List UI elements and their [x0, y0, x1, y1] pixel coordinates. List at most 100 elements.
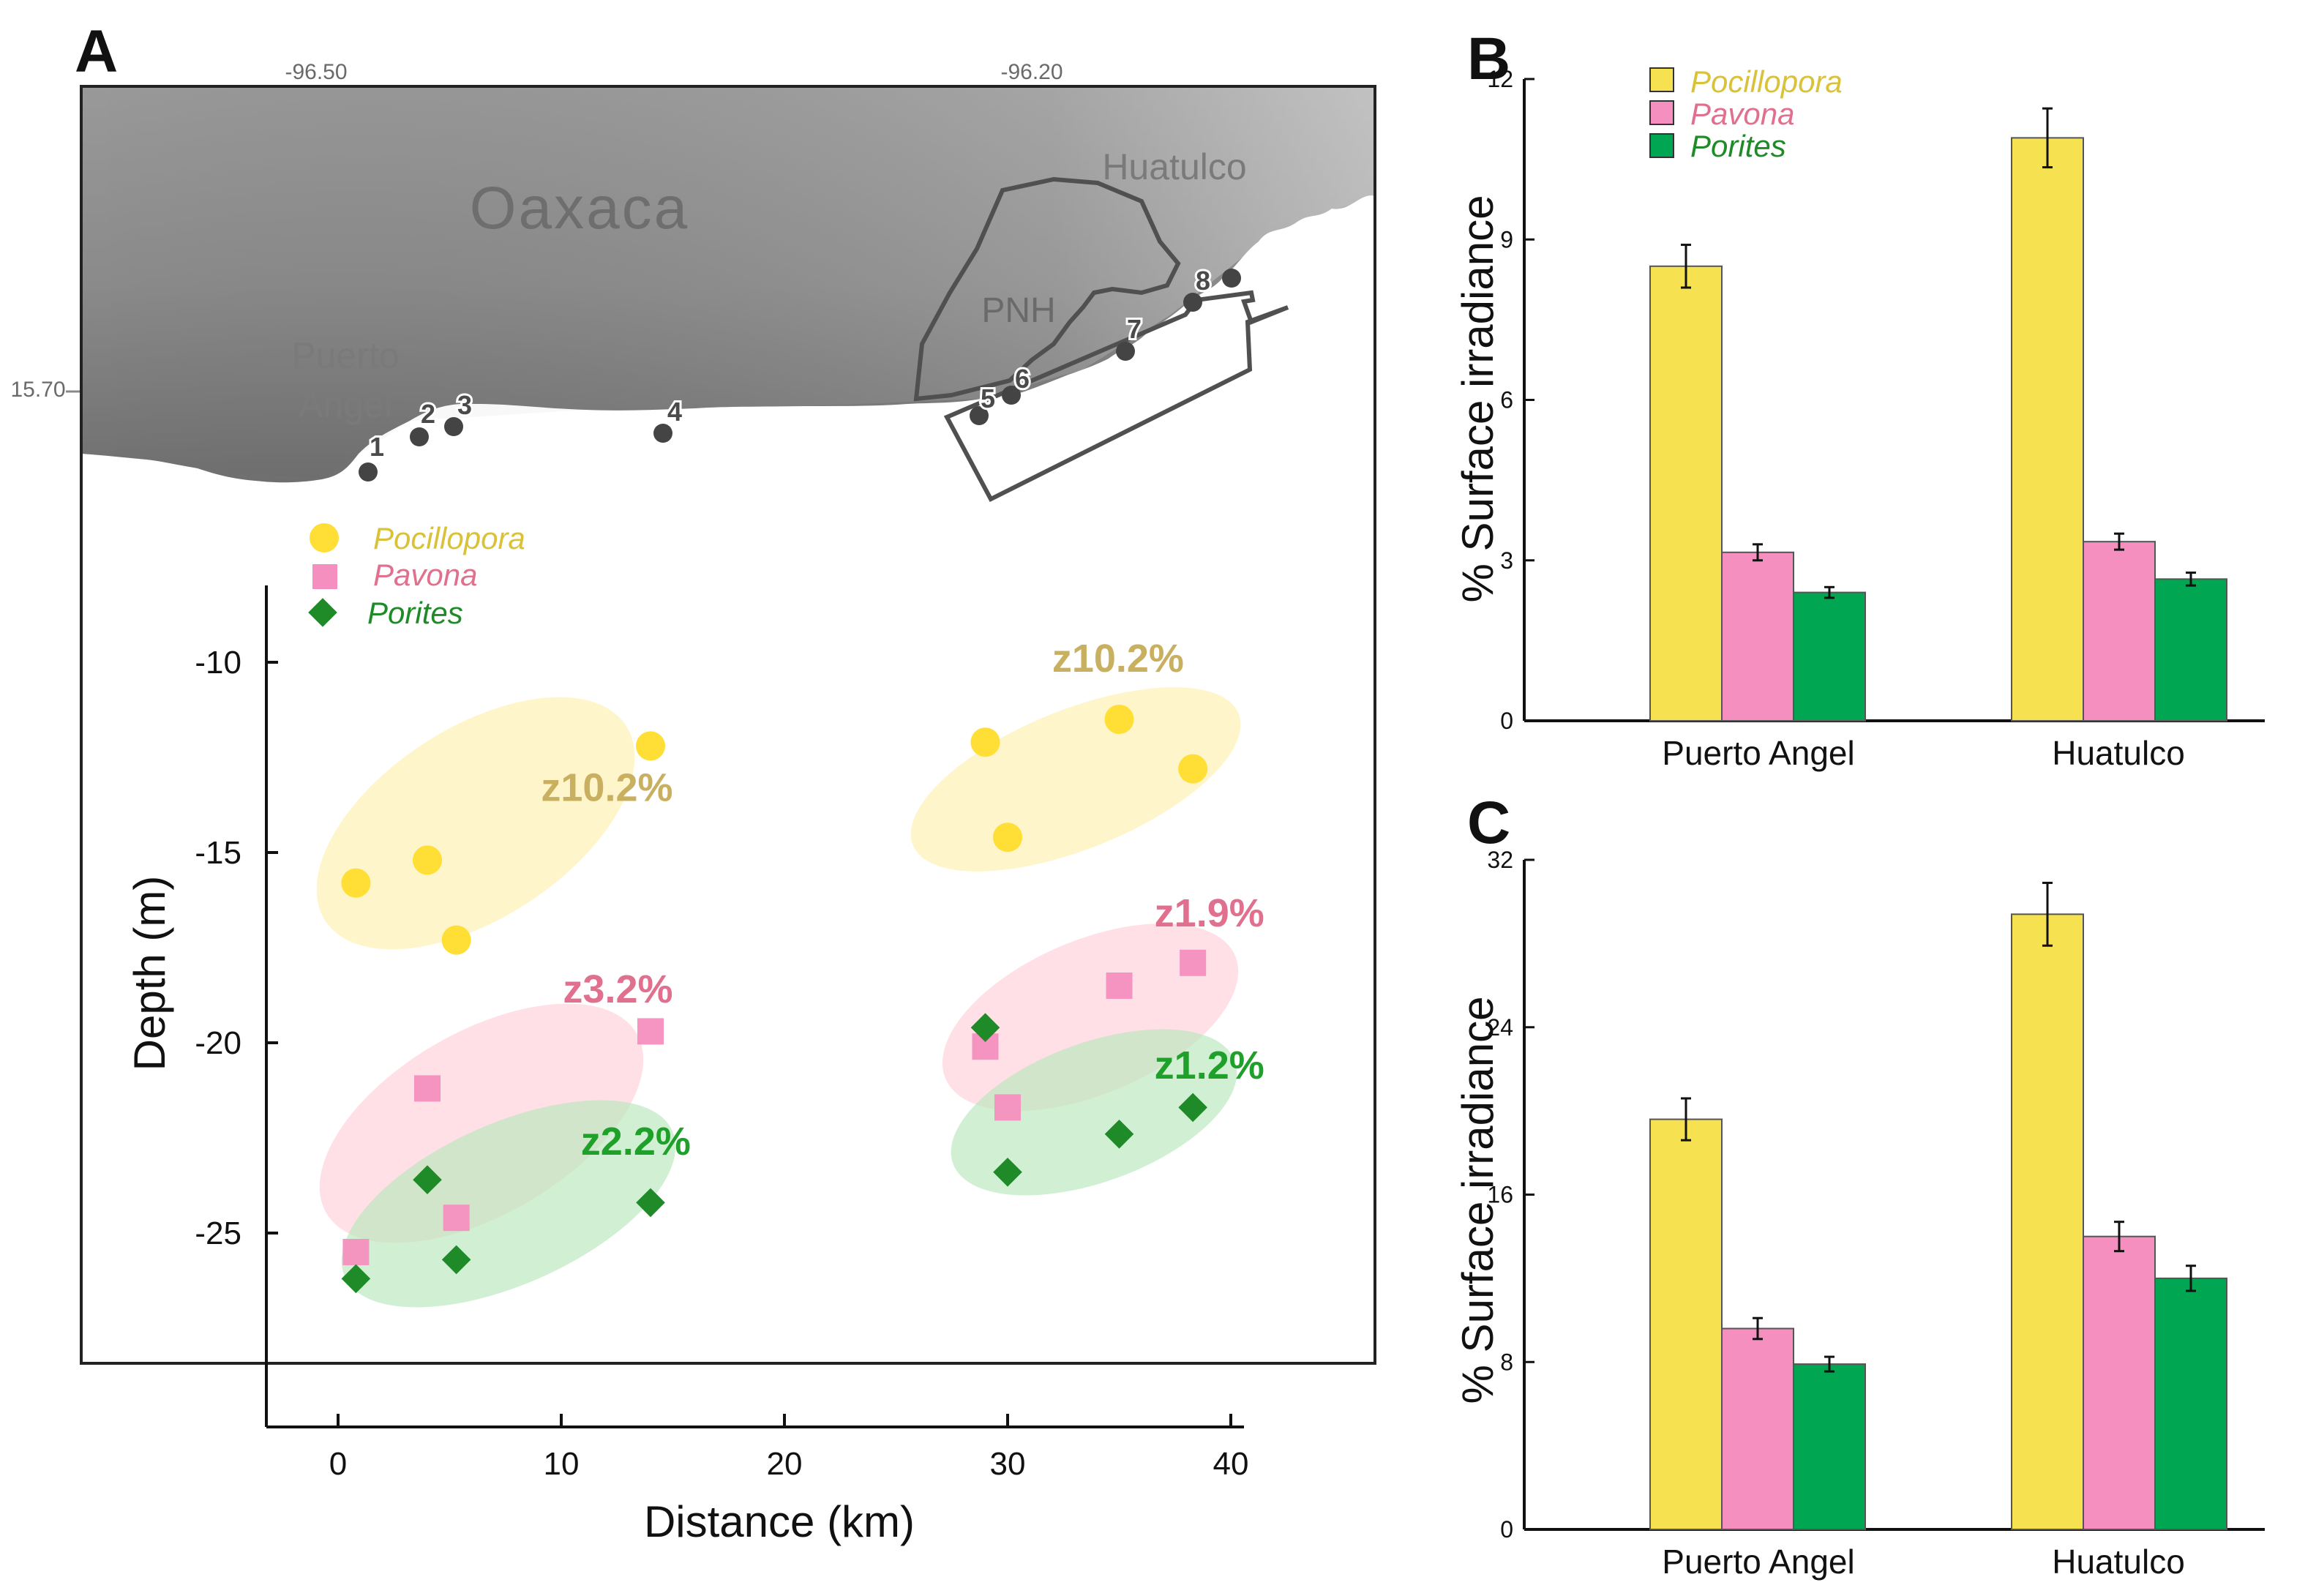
- site-marker: [1222, 269, 1241, 288]
- legend-label-pocillopora: Pocillopora: [1690, 64, 1843, 99]
- y-tick-label: 0: [1500, 1516, 1513, 1543]
- point-pavona: [1106, 973, 1133, 999]
- site-number: 6: [1015, 364, 1030, 394]
- site-marker: [1183, 293, 1202, 312]
- point-porites: [413, 1165, 442, 1194]
- y-tick-label: 8: [1500, 1349, 1513, 1375]
- panel-b-y-title: % Surface irradiance: [1453, 195, 1502, 603]
- x-tick-label: 0: [329, 1446, 347, 1482]
- bar-pocillopora-huatulco: [2011, 913, 2084, 1530]
- category-label-puerto-angel: Puerto Angel: [1662, 734, 1854, 772]
- panel-a-axes: -10 -15 -20 -25 0 10 20 30 40 Distance (…: [125, 585, 1248, 1546]
- legend-marker-pocillopora: [310, 523, 339, 552]
- sampling-sites: 1 2 3 4 5 6 7 8: [359, 263, 1241, 482]
- site-marker: [1116, 342, 1135, 361]
- bar-porites-huatulco: [2154, 578, 2227, 722]
- category-label-huatulco: Huatulco: [2052, 1543, 2185, 1581]
- panel-b-y-ticks: 0 3 6 9 12: [1487, 66, 1534, 734]
- place-label-puerto: Puerto: [291, 335, 399, 376]
- longitude-label-east: -96.20: [1000, 60, 1063, 84]
- panel-a-letter: A: [75, 18, 118, 85]
- x-tick-label: 30: [990, 1446, 1026, 1482]
- region-label-oaxaca: Oaxaca: [470, 175, 690, 241]
- place-label-angel: Angel: [299, 384, 392, 425]
- panel-a-annotations: z10.2% z3.2% z2.2% z10.2% z1.9% z1.2%: [541, 637, 1264, 1164]
- point-porites: [970, 1013, 1000, 1042]
- cluster-ellipses: [316, 687, 1241, 1308]
- legend-label-pocillopora: Pocillopora: [373, 521, 525, 555]
- site-number: 5: [981, 383, 995, 413]
- panel-b-legend: Pocillopora Pavona Porites: [1649, 64, 1843, 163]
- legend-label-pavona: Pavona: [1690, 97, 1794, 131]
- x-tick-label: 20: [767, 1446, 803, 1482]
- y-tick-label: -25: [195, 1215, 241, 1251]
- bar-porites-puerto-angel: [1793, 1363, 1866, 1530]
- site-number: 8: [1196, 266, 1210, 296]
- point-pocillopora: [413, 845, 442, 875]
- legend-label-porites: Porites: [1690, 129, 1786, 163]
- site-marker: [653, 424, 672, 443]
- ellipse-porites-puerto-angel: [341, 1100, 676, 1308]
- panel-c-letter: C: [1467, 790, 1510, 856]
- annotation-z-pavona-puerto-angel: z3.2%: [563, 967, 672, 1011]
- panel-a-frame: [80, 85, 1376, 1365]
- bar-pavona-puerto-angel: [1721, 551, 1794, 722]
- panel-a-legend: Pocillopora Pavona Porites: [308, 521, 525, 630]
- y-tick-label: 3: [1500, 547, 1513, 574]
- point-pocillopora: [1104, 705, 1134, 734]
- legend-marker-pavona: [312, 564, 337, 589]
- point-porites: [1104, 1120, 1134, 1149]
- bar-pocillopora-huatulco: [2011, 137, 2084, 722]
- point-porites: [636, 1188, 665, 1218]
- annotation-z-porites-huatulco: z1.2%: [1155, 1044, 1264, 1087]
- legend-swatch-pocillopora: [1649, 67, 1674, 92]
- x-tick-label: 10: [544, 1446, 580, 1482]
- y-tick-label: 16: [1487, 1182, 1513, 1208]
- y-tick-label: 6: [1500, 387, 1513, 413]
- land-mass: [81, 86, 1375, 483]
- ellipse-pocillopora-puerto-angel: [316, 697, 635, 950]
- latitude-label: 15.70: [10, 378, 65, 402]
- bar-pavona-huatulco: [2083, 1235, 2156, 1530]
- site-marker: [410, 427, 429, 446]
- annotation-z-pocillopora-huatulco: z10.2%: [1052, 637, 1184, 681]
- legend-label-pavona: Pavona: [373, 558, 477, 592]
- point-pavona: [994, 1094, 1021, 1121]
- park-label-pnh: PNH: [981, 291, 1055, 330]
- ellipse-porites-huatulco: [951, 1029, 1237, 1196]
- panel-c-y-ticks: 0 8 16 24 32: [1487, 847, 1534, 1543]
- bar-pocillopora-puerto-angel: [1649, 265, 1723, 722]
- annotation-z-pavona-huatulco: z1.9%: [1155, 891, 1264, 935]
- y-tick-label: 24: [1487, 1014, 1513, 1041]
- point-porites: [993, 1158, 1022, 1187]
- site-marker: [359, 462, 378, 482]
- point-pavona: [1180, 949, 1207, 976]
- point-pocillopora: [970, 727, 1000, 757]
- bar-pavona-huatulco: [2083, 541, 2156, 722]
- y-tick-label: -20: [195, 1025, 241, 1061]
- y-tick-label: 9: [1500, 226, 1513, 252]
- y-tick-label: -10: [195, 645, 241, 681]
- site-number: 4: [667, 397, 682, 427]
- panel-a-y-title: Depth (m): [125, 876, 174, 1071]
- panel-a-x-title: Distance (km): [644, 1497, 915, 1546]
- point-pocillopora: [636, 731, 665, 761]
- panel-a-x-ticks: 0 10 20 30 40: [329, 1414, 1249, 1482]
- site-number: 7: [1127, 314, 1142, 344]
- category-label-huatulco: Huatulco: [2052, 734, 2185, 772]
- panel-b: B 0 3 6 9 12 Puerto Angel Huatulco % Sur…: [1453, 26, 2265, 772]
- point-pavona: [414, 1075, 441, 1102]
- panel-c: C 0 8 16 24 32 Puerto Angel Huatulco % S…: [1453, 790, 2265, 1581]
- bar-porites-huatulco: [2154, 1277, 2227, 1530]
- annotation-z-porites-puerto-angel: z2.2%: [581, 1120, 691, 1164]
- x-tick-label: 40: [1213, 1446, 1249, 1482]
- annotation-z-pocillopora-puerto-angel: z10.2%: [541, 766, 672, 810]
- point-pocillopora: [1178, 754, 1208, 784]
- legend-swatch-pavona: [1649, 100, 1674, 125]
- point-porites: [1178, 1093, 1207, 1123]
- bar-pavona-puerto-angel: [1721, 1327, 1794, 1530]
- legend-swatch-porites: [1649, 133, 1674, 158]
- site-number: 1: [370, 432, 384, 462]
- site-number: 3: [457, 390, 472, 420]
- panel-a-y-ticks: -10 -15 -20 -25: [195, 645, 278, 1251]
